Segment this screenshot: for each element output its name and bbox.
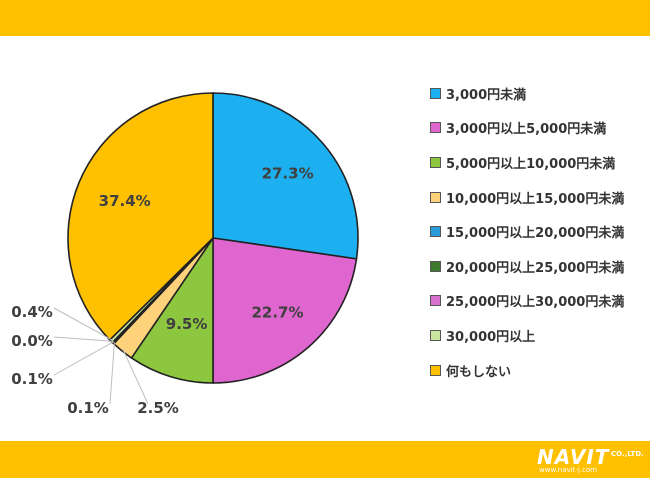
leader-line <box>53 336 114 342</box>
legend-swatch <box>430 226 441 238</box>
pie-slice <box>67 92 214 342</box>
legend-swatch <box>430 87 441 99</box>
legend-label: 3,000円未満 <box>446 87 527 103</box>
pie-slice <box>130 235 214 384</box>
legend-item: 15,000円以上20,000円未満 <box>430 214 645 249</box>
legend-swatch <box>430 191 441 203</box>
legend-label: 25,000円以上30,000円未満 <box>446 295 625 311</box>
logo-company-suffix: CO.,LTD. <box>611 450 644 458</box>
legend: 3,000円未満 3,000円以上5,000円未満 5,000円以上10,000円未… <box>430 76 645 387</box>
legend-swatch <box>430 295 441 307</box>
slice-label: 27.3% <box>262 165 314 183</box>
legend-label: 10,000円以上15,000円未満 <box>446 191 625 207</box>
leader-line <box>122 349 149 405</box>
leader-line <box>109 342 115 405</box>
slice-label: 0.0% <box>11 332 53 350</box>
slice-label: 37.4% <box>99 192 151 210</box>
legend-item: 30,000円以上 <box>430 318 645 353</box>
slice-label: 9.5% <box>166 315 208 333</box>
legend-swatch <box>430 364 441 376</box>
pie-slice <box>212 237 358 384</box>
slice-label: 0.1% <box>67 399 109 417</box>
legend-item: 3,000円以上5,000円未満 <box>430 111 645 146</box>
pie-chart: 27.3% 22.7% 9.5% 2.5% 0.1% 0.1% 0.0% 0.4% 37.4% <box>11 92 359 417</box>
logo-brand: NAVIT <box>537 445 610 469</box>
legend-item: 5,000円以上10,000円未満 <box>430 145 645 180</box>
legend-label: 20,000円以上25,000円未満 <box>446 260 625 276</box>
legend-label: 15,000円以上20,000円未満 <box>446 226 625 242</box>
legend-label: 30,000円以上 <box>446 329 536 345</box>
slice-label: 22.7% <box>251 304 303 322</box>
legend-item: 3,000円未満 <box>430 76 645 111</box>
legend-label: 何もしない <box>446 364 512 380</box>
legend-swatch <box>430 156 441 168</box>
legend-swatch <box>430 122 441 134</box>
legend-swatch <box>430 260 441 272</box>
legend-label: 3,000円以上5,000円未満 <box>446 122 607 138</box>
legend-item: 25,000円以上30,000円未満 <box>430 284 645 319</box>
logo-url: www.navit-j.com <box>539 466 597 474</box>
slice-label: 2.5% <box>137 399 179 417</box>
legend-swatch <box>430 329 441 341</box>
slice-label: 0.4% <box>11 303 53 321</box>
bottom-band <box>0 441 650 478</box>
legend-item: 何もしない <box>430 353 645 388</box>
slice-label: 0.1% <box>11 370 53 388</box>
pie-slice <box>212 92 359 260</box>
legend-item: 20,000円以上25,000円未満 <box>430 249 645 284</box>
leader-line <box>53 341 115 376</box>
legend-item: 10,000円以上15,000円未満 <box>430 180 645 215</box>
top-band <box>0 0 650 36</box>
legend-label: 5,000円以上10,000円未満 <box>446 156 616 172</box>
navit-logo: NAVIT CO.,LTD. www.navit-j.com <box>537 445 645 475</box>
leader-line <box>53 307 113 341</box>
